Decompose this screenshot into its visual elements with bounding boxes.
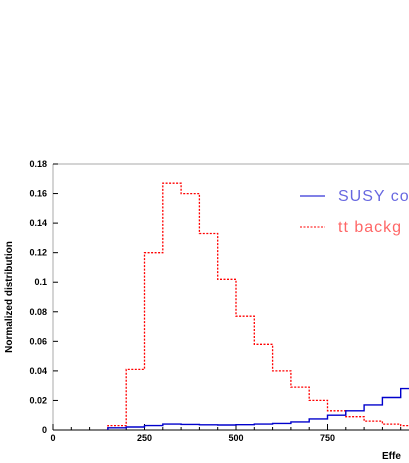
legend-label: SUSY co [338,188,409,205]
series-line-susy [107,387,409,430]
y-tick-label: 0.08 [29,307,47,317]
y-tick-label: 0.02 [29,395,47,405]
y-tick-label: 0.16 [29,189,47,199]
y-tick-label: 0.12 [29,248,47,258]
legend-label: tt backg [338,219,402,236]
y-axis-title: Normalized distribution [4,241,15,353]
series-layer [107,182,409,430]
x-axis: 02505007501000125015001750 [50,424,409,443]
y-axis: 0 0.02 0.04 0.06 0.08 0.1 0.12 0.14 0.16 0.18 [29,159,58,435]
x-tick-label: 500 [228,433,243,443]
y-tick-label: 0 [42,425,47,435]
y-tick-label: 0.14 [29,218,47,228]
x-axis-title: Effe [382,451,401,462]
plot-frame [52,163,409,430]
y-tick-label: 0.04 [29,366,47,376]
legend: SUSY co tt backg [300,188,409,236]
x-tick-label: 250 [137,433,152,443]
x-tick-label: 0 [50,433,55,443]
y-tick-label: 0.1 [34,277,47,287]
y-tick-label: 0.18 [29,159,47,169]
x-tick-label: 750 [320,433,335,443]
y-tick-label: 0.06 [29,336,47,346]
